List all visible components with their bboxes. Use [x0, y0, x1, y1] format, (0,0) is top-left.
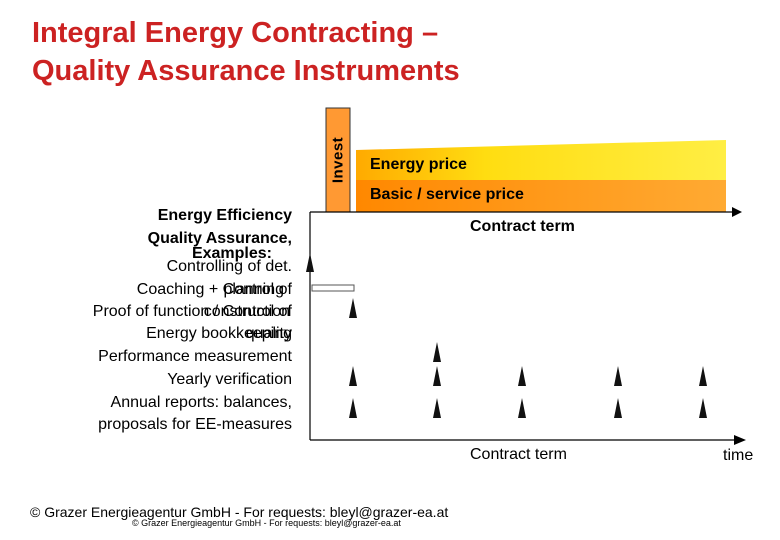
- proof-label: Proof of function / Control of: [92, 303, 292, 320]
- planning-label: planning: [223, 281, 285, 298]
- invest-label-box: Invest: [326, 108, 350, 212]
- annual-marker: [349, 398, 357, 418]
- annual-marker: [699, 398, 707, 418]
- annual-marker: [433, 398, 441, 418]
- annual-marker: [518, 398, 526, 418]
- quality-assurance-label: Quality Assurance,: [147, 230, 292, 247]
- performance-label: Performance measurement: [98, 348, 292, 365]
- construction-label: construction: [203, 303, 290, 320]
- page-title: Integral Energy Contracting – Quality As…: [32, 14, 460, 90]
- top-axis-arrow: [732, 207, 742, 217]
- yearly-label: Yearly verification: [167, 371, 292, 388]
- yearly-marker: [699, 366, 707, 386]
- contract-term-top-label: Contract term: [470, 218, 575, 235]
- proposals-label: proposals for EE-measures: [98, 416, 292, 433]
- quality-label: quality: [245, 325, 292, 342]
- annual-label: Annual reports: balances,: [110, 394, 292, 411]
- energy-efficiency-label: Energy Efficiency: [157, 207, 292, 224]
- annual-marker: [614, 398, 622, 418]
- footer-copyright-small: © Grazer Energieagentur GmbH - For reque…: [132, 518, 401, 528]
- planning-bar: [311, 284, 355, 292]
- energy-price-label: Energy price: [370, 156, 467, 173]
- title-line-2: Quality Assurance Instruments: [32, 55, 460, 87]
- basic-price-label: Basic / service price: [370, 186, 524, 203]
- title-line-1: Integral Energy Contracting –: [32, 17, 439, 49]
- footer-copyright: © Grazer Energieagentur GmbH - For reque…: [30, 504, 449, 520]
- yearly-marker: [433, 366, 441, 386]
- coaching-label: Coaching + Control of: [136, 281, 292, 298]
- basic-price-band: [356, 180, 726, 212]
- bookkeeping-marker: [433, 342, 441, 362]
- yearly-marker: [614, 366, 622, 386]
- time-label: time: [723, 447, 754, 464]
- bottom-axis-arrow: [734, 435, 746, 445]
- bookkeeping-label: Energy bookkeeping: [146, 325, 292, 342]
- controlling-marker: [306, 253, 314, 272]
- controlling-label: Controlling of det.: [166, 258, 292, 275]
- yearly-marker: [518, 366, 526, 386]
- examples-label: Examples:: [191, 245, 272, 262]
- energy-price-band: [356, 140, 726, 180]
- contract-term-bottom-label: Contract term: [470, 446, 567, 463]
- invest-label: Invest: [329, 136, 347, 184]
- yearly-marker: [349, 366, 357, 386]
- proof-marker: [349, 298, 357, 318]
